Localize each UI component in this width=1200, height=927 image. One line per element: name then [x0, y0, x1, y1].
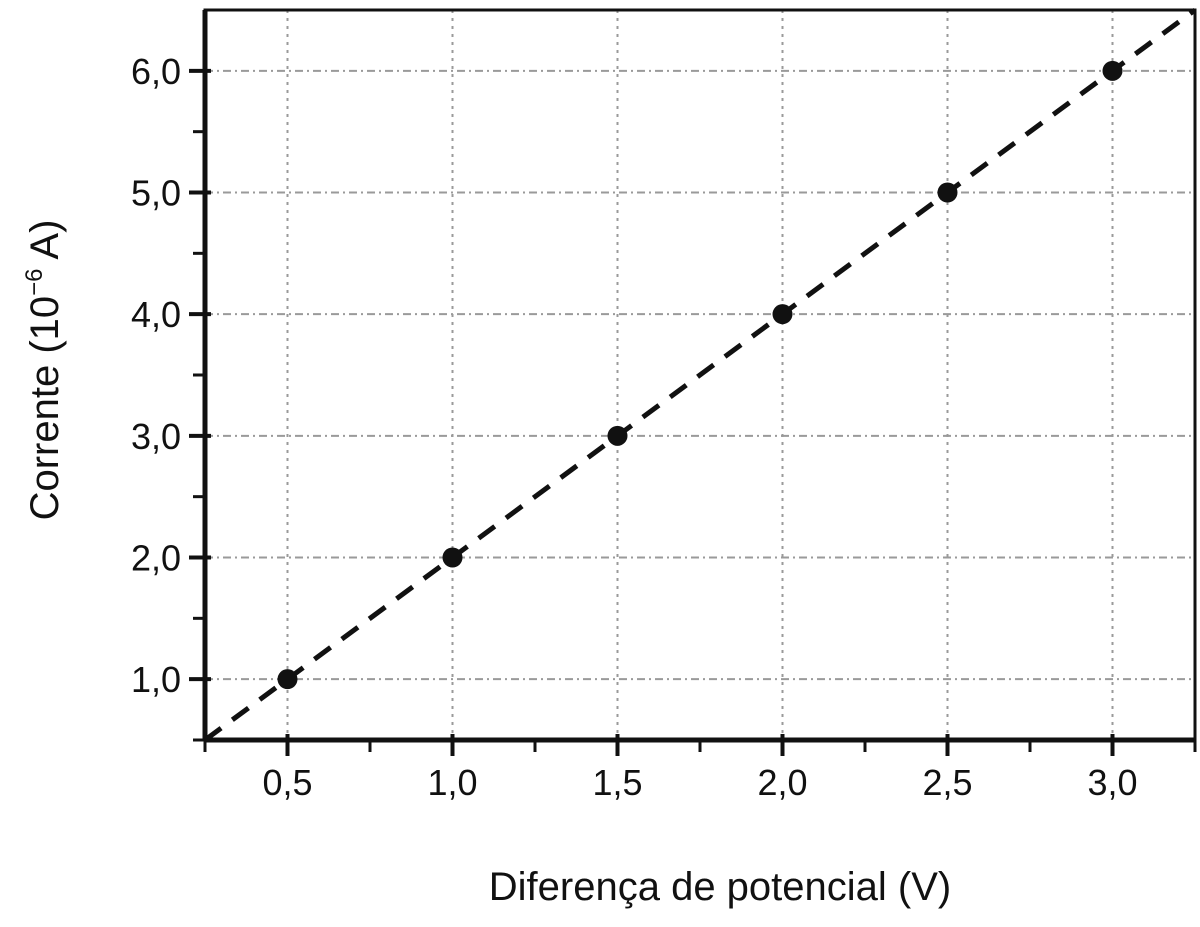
- y-tick-label: 5,0: [131, 173, 181, 214]
- y-tick-label: 3,0: [131, 416, 181, 457]
- data-point: [772, 304, 793, 325]
- x-tick-label: 2,5: [922, 762, 972, 803]
- y-axis-label: Corrente (10−6 A): [21, 220, 67, 521]
- x-tick-label: 3,0: [1087, 762, 1137, 803]
- grid: [205, 10, 1195, 740]
- y-tick-label: 6,0: [131, 51, 181, 92]
- data-point: [1102, 60, 1123, 81]
- y-axis-label-unit: A): [23, 220, 67, 269]
- y-axis-label-exponent: −6: [21, 268, 48, 295]
- y-tick-label: 4,0: [131, 294, 181, 335]
- x-tick-label: 1,5: [592, 762, 642, 803]
- fit-line: [203, 7, 1197, 743]
- data-points: [277, 60, 1123, 690]
- y-tick-label: 1,0: [131, 659, 181, 700]
- y-axis-label-main: Corrente (10: [23, 296, 67, 521]
- x-tick-label: 1,0: [427, 762, 477, 803]
- data-point: [277, 669, 298, 690]
- fit-line-group: [203, 7, 1197, 743]
- y-tick-label: 2,0: [131, 538, 181, 579]
- x-tick-label: 0,5: [262, 762, 312, 803]
- data-point: [937, 182, 958, 203]
- x-axis-label: Diferença de potencial (V): [489, 865, 951, 909]
- ticks: 0,5 1,0 1,5 2,0 2,5 3,0 1,0 2,0 3,0 4,0 5,0 6,0: [131, 51, 1197, 803]
- data-point: [442, 547, 463, 568]
- x-tick-label: 2,0: [757, 762, 807, 803]
- data-point: [607, 425, 628, 446]
